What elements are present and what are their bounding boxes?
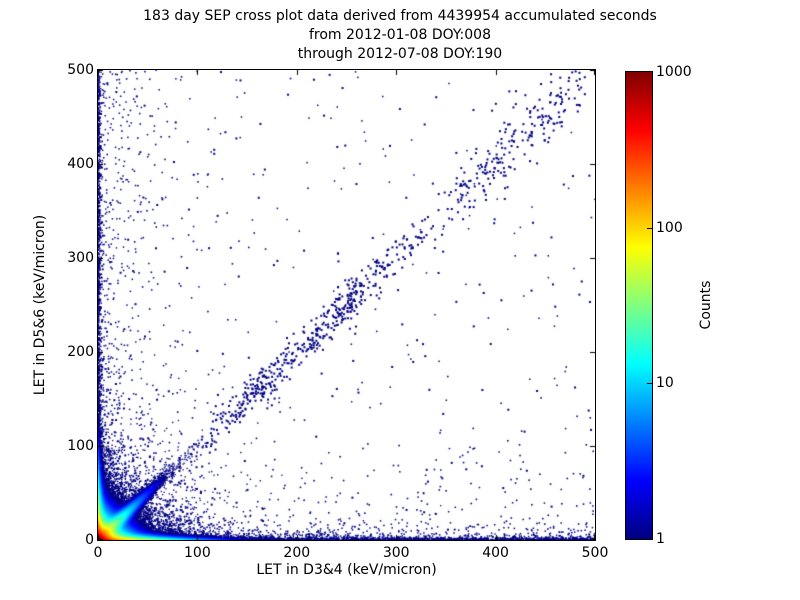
- scatter-canvas: [98, 70, 595, 540]
- y-tick-label: 500: [67, 62, 94, 78]
- colorbar: [625, 71, 653, 540]
- colorbar-tick: [647, 227, 652, 229]
- chart-title-line-3: through 2012-07-08 DOY:190: [297, 46, 503, 62]
- colorbar-gradient: [626, 72, 652, 539]
- y-tick-label: 0: [85, 532, 94, 548]
- chart-title: 183 day SEP cross plot data derived from…: [0, 7, 800, 64]
- y-tick-label: 200: [67, 344, 94, 360]
- y-tick-label: 400: [67, 156, 94, 172]
- y-tick-label: 300: [67, 250, 94, 266]
- colorbar-label: Counts: [698, 280, 714, 330]
- x-axis-label: LET in D3&4 (keV/micron): [256, 562, 437, 578]
- y-axis-label: LET in D5&6 (keV/micron): [32, 214, 48, 396]
- colorbar-tick-label: 1: [656, 531, 665, 547]
- colorbar-tick-label: 100: [656, 219, 683, 236]
- x-tick-label: 200: [283, 545, 311, 561]
- x-tick-label: 100: [184, 545, 211, 561]
- x-tick-label: 300: [382, 545, 410, 561]
- colorbar-tick: [647, 383, 652, 385]
- x-tick-label: 0: [93, 545, 103, 561]
- chart-title-line-2: from 2012-01-08 DOY:008: [308, 27, 491, 43]
- plot-area: [97, 69, 596, 541]
- y-tick-label: 100: [67, 438, 94, 454]
- colorbar-tick-label: 1000: [656, 64, 692, 80]
- colorbar-tick-label: 10: [656, 375, 674, 392]
- x-tick-label: 500: [581, 545, 609, 561]
- chart-title-line-1: 183 day SEP cross plot data derived from…: [143, 8, 657, 24]
- x-tick-label: 400: [482, 545, 509, 561]
